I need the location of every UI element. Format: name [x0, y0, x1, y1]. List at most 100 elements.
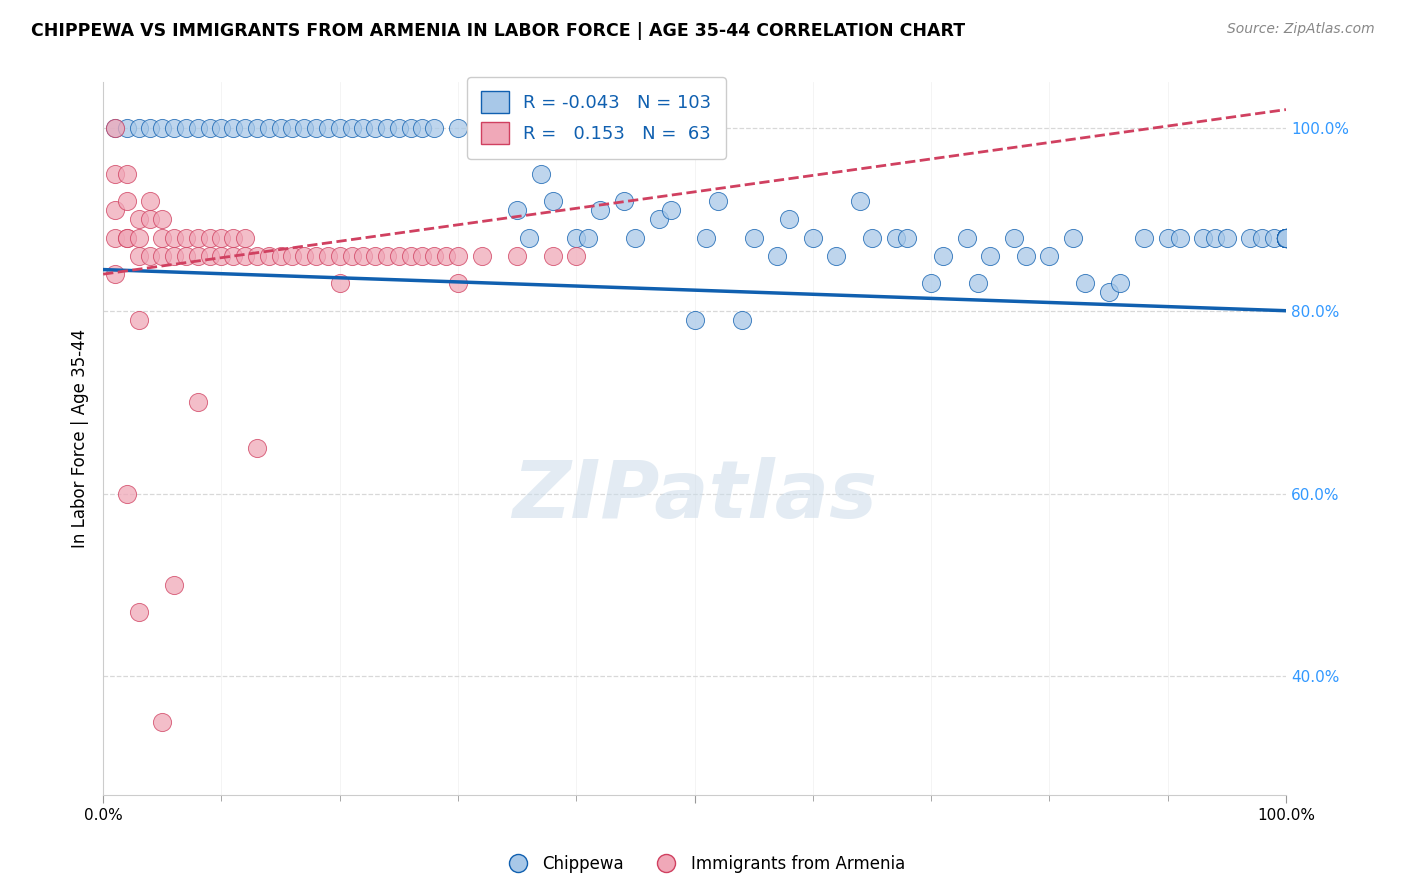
Point [517, 230, 540, 244]
Point [340, 120, 363, 135]
Point [1275, 230, 1298, 244]
Point [270, 120, 292, 135]
Point [139, 212, 162, 227]
Point [128, 120, 150, 135]
Point [1097, 285, 1119, 300]
Point [1275, 230, 1298, 244]
Point [187, 230, 209, 244]
Point [198, 249, 221, 263]
Point [707, 194, 730, 208]
Point [1275, 230, 1298, 244]
Point [281, 249, 304, 263]
Point [150, 120, 173, 135]
Point [1275, 230, 1298, 244]
Point [860, 230, 883, 244]
Point [731, 313, 754, 327]
Point [1275, 230, 1298, 244]
Point [896, 230, 918, 244]
Point [104, 120, 127, 135]
Point [683, 313, 706, 327]
Point [1275, 230, 1298, 244]
Point [352, 120, 374, 135]
Point [1109, 277, 1132, 291]
Point [1275, 230, 1298, 244]
Point [1275, 230, 1298, 244]
Point [281, 120, 304, 135]
Point [1062, 230, 1084, 244]
Point [316, 120, 339, 135]
Point [150, 249, 173, 263]
Point [1275, 230, 1298, 244]
Point [541, 249, 564, 263]
Point [766, 249, 789, 263]
Point [1275, 230, 1298, 244]
Point [1275, 230, 1298, 244]
Point [1133, 230, 1156, 244]
Point [778, 212, 800, 227]
Point [659, 203, 682, 218]
Point [849, 194, 872, 208]
Point [163, 249, 186, 263]
Point [388, 249, 411, 263]
Point [742, 230, 765, 244]
Point [695, 230, 717, 244]
Point [128, 230, 150, 244]
Point [163, 120, 186, 135]
Point [884, 230, 907, 244]
Point [209, 230, 232, 244]
Point [292, 249, 315, 263]
Point [128, 212, 150, 227]
Point [329, 120, 352, 135]
Point [246, 249, 269, 263]
Text: ZIPatlas: ZIPatlas [512, 457, 877, 535]
Point [1275, 230, 1298, 244]
Point [589, 203, 612, 218]
Point [305, 249, 328, 263]
Point [1038, 249, 1060, 263]
Point [174, 120, 197, 135]
Point [316, 249, 339, 263]
Point [305, 120, 328, 135]
Point [1275, 230, 1298, 244]
Point [1275, 230, 1298, 244]
Point [920, 277, 942, 291]
Point [292, 120, 315, 135]
Point [1275, 230, 1298, 244]
Point [1251, 230, 1274, 244]
Point [139, 249, 162, 263]
Point [128, 313, 150, 327]
Point [801, 230, 824, 244]
Point [115, 120, 138, 135]
Point [1275, 230, 1298, 244]
Point [233, 230, 256, 244]
Point [613, 194, 636, 208]
Point [482, 120, 505, 135]
Point [1275, 230, 1298, 244]
Point [270, 249, 292, 263]
Point [104, 230, 127, 244]
Point [163, 230, 186, 244]
Point [1192, 230, 1215, 244]
Point [1015, 249, 1038, 263]
Point [115, 486, 138, 500]
Point [375, 249, 398, 263]
Point [329, 277, 352, 291]
Point [115, 230, 138, 244]
Point [128, 606, 150, 620]
Point [506, 249, 529, 263]
Point [541, 194, 564, 208]
Point [1204, 230, 1226, 244]
Point [187, 249, 209, 263]
Point [128, 249, 150, 263]
Point [198, 230, 221, 244]
Point [1275, 230, 1298, 244]
Point [471, 120, 494, 135]
Point [1275, 230, 1298, 244]
Point [104, 167, 127, 181]
Point [1275, 230, 1298, 244]
Point [209, 120, 232, 135]
Point [257, 120, 280, 135]
Point [565, 249, 588, 263]
Point [174, 230, 197, 244]
Point [1216, 230, 1239, 244]
